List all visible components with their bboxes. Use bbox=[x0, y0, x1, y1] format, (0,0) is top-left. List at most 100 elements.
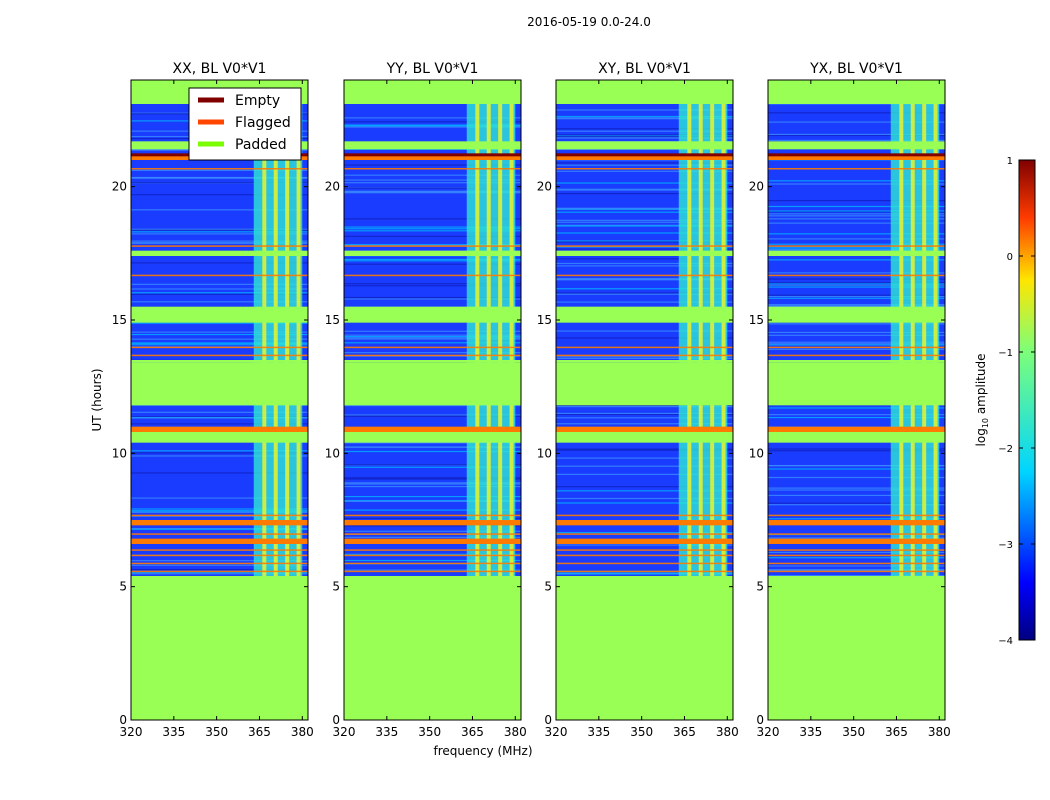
flagged-band bbox=[131, 538, 308, 544]
x-tick-label: 320 bbox=[120, 725, 143, 739]
data-streak bbox=[344, 517, 521, 520]
flagged-band bbox=[768, 154, 945, 160]
data-streak bbox=[556, 182, 733, 184]
data-streak bbox=[556, 357, 733, 360]
data-streak bbox=[768, 331, 945, 334]
flagged-line bbox=[556, 554, 733, 557]
data-streak bbox=[131, 262, 308, 264]
data-streak bbox=[768, 341, 945, 343]
data-streak bbox=[344, 335, 521, 338]
flagged-line bbox=[556, 245, 733, 247]
data-streak bbox=[556, 208, 733, 210]
data-streak bbox=[344, 283, 521, 285]
rfi-channel bbox=[910, 80, 915, 576]
data-streak bbox=[768, 238, 945, 240]
colorbar-label-base: log bbox=[974, 428, 988, 446]
data-streak bbox=[131, 560, 308, 562]
rfi-channel bbox=[498, 80, 503, 576]
data-streak bbox=[768, 448, 945, 450]
padded-region bbox=[131, 306, 308, 323]
x-tick-label: 380 bbox=[716, 725, 739, 739]
flagged-line bbox=[344, 562, 521, 565]
data-streak bbox=[344, 125, 521, 127]
colorbar-gradient bbox=[1018, 159, 1036, 641]
data-streak bbox=[556, 502, 733, 504]
data-streak bbox=[344, 190, 521, 192]
data-streak bbox=[131, 233, 308, 235]
data-streak bbox=[131, 510, 308, 512]
panel-2: YY, BL V0*V1 320 335 350 365 380 0 5 10 15 20 bbox=[325, 61, 527, 739]
flagged-band bbox=[344, 520, 521, 526]
data-streak bbox=[768, 489, 945, 491]
data-streak bbox=[131, 564, 308, 566]
flagged-band bbox=[556, 520, 733, 526]
colorbar-tick-label: −1 bbox=[998, 348, 1013, 359]
flagged-line bbox=[768, 533, 945, 535]
padded-region bbox=[344, 306, 521, 323]
data-streak bbox=[344, 569, 521, 571]
panel-4: YX, BL V0*V1 320 335 350 365 380 0 5 10 15 20 bbox=[749, 61, 951, 739]
data-streak bbox=[768, 283, 945, 285]
flagged-line bbox=[556, 533, 733, 535]
data-streak bbox=[556, 486, 733, 488]
data-streak bbox=[556, 193, 733, 195]
y-tick-label: 10 bbox=[112, 446, 127, 460]
panel-frame bbox=[130, 79, 309, 721]
data-streak bbox=[556, 490, 733, 492]
data-streak bbox=[131, 169, 308, 171]
y-tick-label: 0 bbox=[119, 713, 127, 727]
data-streak bbox=[131, 292, 308, 294]
data-streak bbox=[556, 473, 733, 475]
data-streak bbox=[556, 118, 733, 120]
data-streak bbox=[768, 183, 945, 185]
padded-region bbox=[556, 141, 733, 150]
x-tick-label: 320 bbox=[333, 725, 356, 739]
data-streak bbox=[344, 446, 521, 448]
data-streak bbox=[556, 356, 733, 358]
data-streak bbox=[344, 553, 521, 555]
data-streak bbox=[344, 298, 521, 300]
data-streak bbox=[344, 536, 521, 538]
data-streak bbox=[556, 448, 733, 450]
padded-region bbox=[556, 432, 733, 443]
y-tick-label: 5 bbox=[119, 580, 127, 594]
panel-1: XX, BL V0*V1 320 335 350 365 380 0 5 10 15 20 bbox=[112, 61, 314, 739]
data-streak bbox=[556, 148, 733, 151]
flagged-line bbox=[344, 554, 521, 557]
data-streak bbox=[344, 148, 521, 150]
flagged-line bbox=[556, 562, 733, 565]
rfi-channel bbox=[933, 80, 938, 576]
x-tick-label: 335 bbox=[587, 725, 610, 739]
data-streak bbox=[768, 518, 945, 520]
data-streak bbox=[768, 306, 945, 308]
panel-3: XY, BL V0*V1 320 335 350 365 380 0 5 10 15 20 bbox=[537, 61, 739, 739]
data-streak bbox=[131, 568, 308, 571]
data-streak bbox=[131, 194, 308, 196]
data-streak bbox=[768, 294, 945, 296]
data-streak bbox=[131, 527, 308, 530]
padded-region bbox=[556, 306, 733, 323]
data-streak bbox=[131, 182, 308, 184]
x-tick-label: 350 bbox=[630, 725, 653, 739]
data-streak bbox=[768, 205, 945, 208]
padded-region bbox=[768, 250, 945, 256]
rfi-channel bbox=[285, 80, 290, 576]
flagged-line bbox=[344, 533, 521, 535]
data-streak bbox=[768, 272, 945, 274]
data-streak bbox=[344, 450, 521, 453]
data-streak bbox=[768, 213, 945, 215]
padded-region bbox=[131, 432, 308, 443]
data-streak bbox=[556, 457, 733, 459]
data-streak bbox=[768, 215, 945, 217]
padded-region bbox=[768, 80, 945, 104]
data-streak bbox=[344, 218, 521, 220]
padded-region bbox=[131, 576, 308, 720]
padded-region bbox=[344, 362, 521, 406]
padded-region bbox=[131, 360, 308, 363]
x-tick-label: 320 bbox=[757, 725, 780, 739]
data-streak bbox=[768, 304, 945, 306]
x-tick-label: 365 bbox=[248, 725, 271, 739]
rfi-channel bbox=[475, 80, 480, 576]
data-streak bbox=[344, 334, 521, 336]
data-streak bbox=[131, 283, 308, 285]
